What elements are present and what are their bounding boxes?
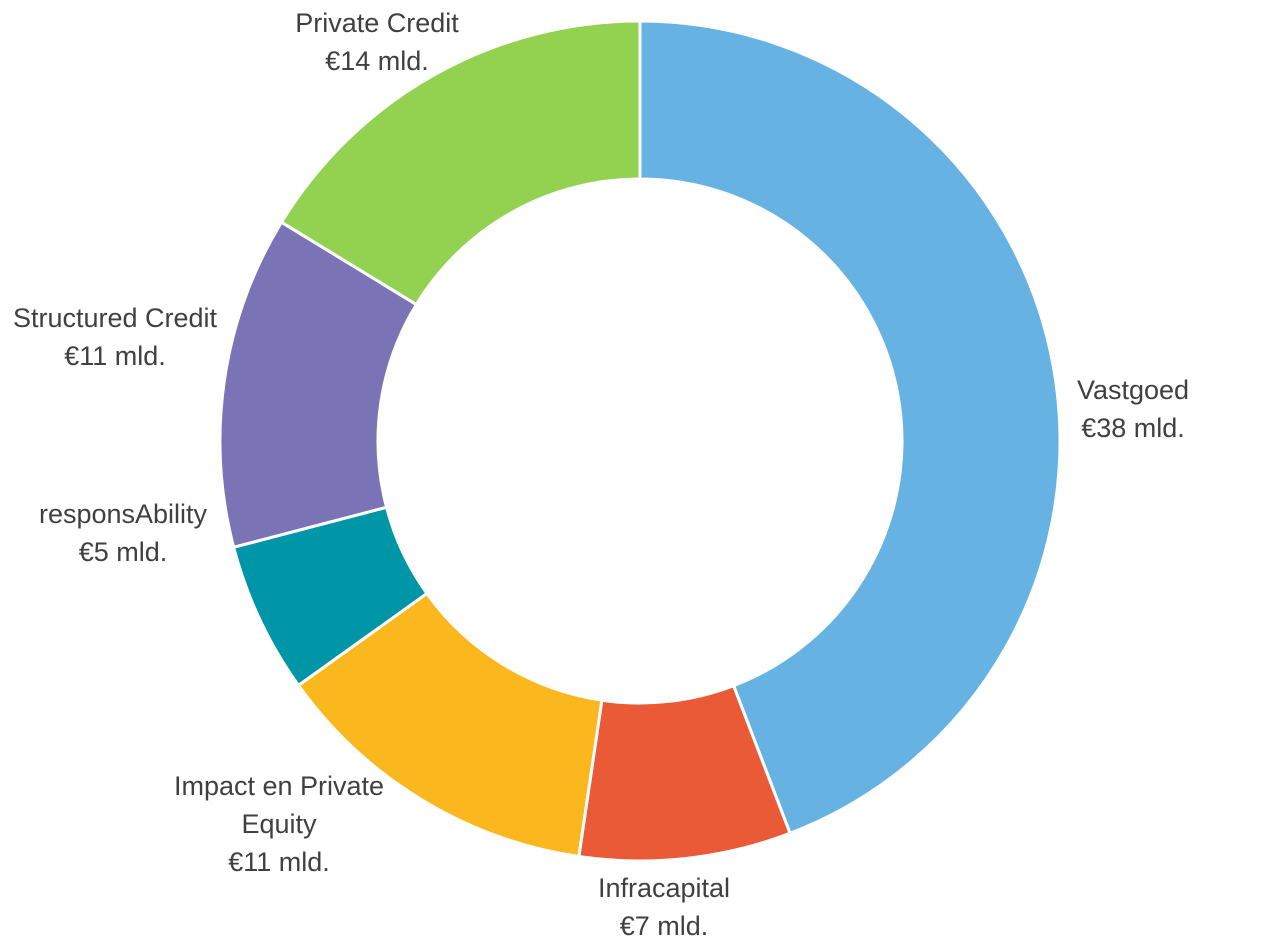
slice-vastgoed — [638, 19, 1062, 836]
label-structured-credit: Structured Credit €11 mld. — [13, 303, 218, 371]
label-line-responsability-1: €5 mld. — [79, 537, 168, 567]
slice-labels: Vastgoed €38 mld. Infracapital €7 mld. Impac… — [13, 8, 1189, 941]
label-responsability: responsAbility €5 mld. — [39, 499, 208, 567]
label-private-credit: Private Credit €14 mld. — [295, 8, 459, 76]
label-infracapital: Infracapital €7 mld. — [598, 873, 730, 941]
label-line-responsability-0: responsAbility — [39, 499, 208, 529]
label-line-vastgoed-0: Vastgoed — [1077, 375, 1189, 405]
label-line-infracapital-1: €7 mld. — [620, 911, 709, 941]
label-line-private-credit-1: €14 mld. — [325, 46, 429, 76]
label-line-impact-en-private-equity-0: Impact en Private — [174, 771, 384, 801]
label-line-infracapital-0: Infracapital — [598, 873, 730, 903]
donut-slices — [218, 19, 1062, 863]
label-line-structured-credit-1: €11 mld. — [64, 341, 166, 371]
label-vastgoed: Vastgoed €38 mld. — [1077, 375, 1189, 443]
label-line-impact-en-private-equity-2: €11 mld. — [228, 847, 330, 877]
label-impact-en-private-equity: Impact en Private Equity €11 mld. — [174, 771, 384, 877]
label-line-private-credit-0: Private Credit — [295, 8, 459, 38]
slice-private-credit — [279, 19, 642, 307]
label-line-vastgoed-1: €38 mld. — [1081, 413, 1185, 443]
label-line-impact-en-private-equity-1: Equity — [241, 809, 317, 839]
label-line-structured-credit-0: Structured Credit — [13, 303, 218, 333]
